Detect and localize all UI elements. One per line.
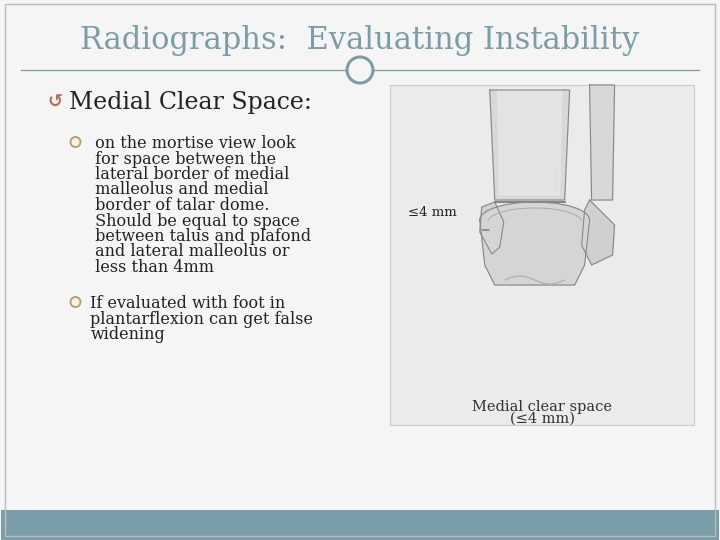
- Text: Medial clear space: Medial clear space: [472, 400, 612, 414]
- Text: Radiographs:  Evaluating Instability: Radiographs: Evaluating Instability: [81, 24, 639, 56]
- Circle shape: [348, 58, 372, 82]
- Polygon shape: [498, 90, 562, 195]
- Text: plantarflexion can get false: plantarflexion can get false: [91, 310, 313, 327]
- Text: on the mortise view look: on the mortise view look: [91, 135, 296, 152]
- Text: malleolus and medial: malleolus and medial: [91, 181, 269, 199]
- Polygon shape: [590, 85, 615, 200]
- Text: ↺: ↺: [48, 93, 63, 111]
- Polygon shape: [1, 510, 719, 540]
- Polygon shape: [582, 200, 615, 265]
- Text: (≤4 mm): (≤4 mm): [510, 412, 575, 426]
- Text: less than 4mm: less than 4mm: [91, 259, 215, 276]
- Text: Should be equal to space: Should be equal to space: [91, 213, 300, 230]
- Polygon shape: [490, 90, 570, 200]
- FancyBboxPatch shape: [390, 85, 694, 425]
- Text: If evaluated with foot in: If evaluated with foot in: [91, 295, 286, 312]
- Text: border of talar dome.: border of talar dome.: [91, 197, 270, 214]
- Polygon shape: [480, 202, 590, 285]
- Text: widening: widening: [91, 326, 165, 343]
- Text: Medial Clear Space:: Medial Clear Space:: [68, 91, 311, 113]
- Polygon shape: [480, 202, 504, 254]
- Text: and lateral malleolus or: and lateral malleolus or: [91, 244, 290, 260]
- Text: ≤4 mm: ≤4 mm: [408, 206, 456, 219]
- Text: for space between the: for space between the: [91, 151, 276, 167]
- Text: lateral border of medial: lateral border of medial: [91, 166, 290, 183]
- Text: between talus and plafond: between talus and plafond: [91, 228, 312, 245]
